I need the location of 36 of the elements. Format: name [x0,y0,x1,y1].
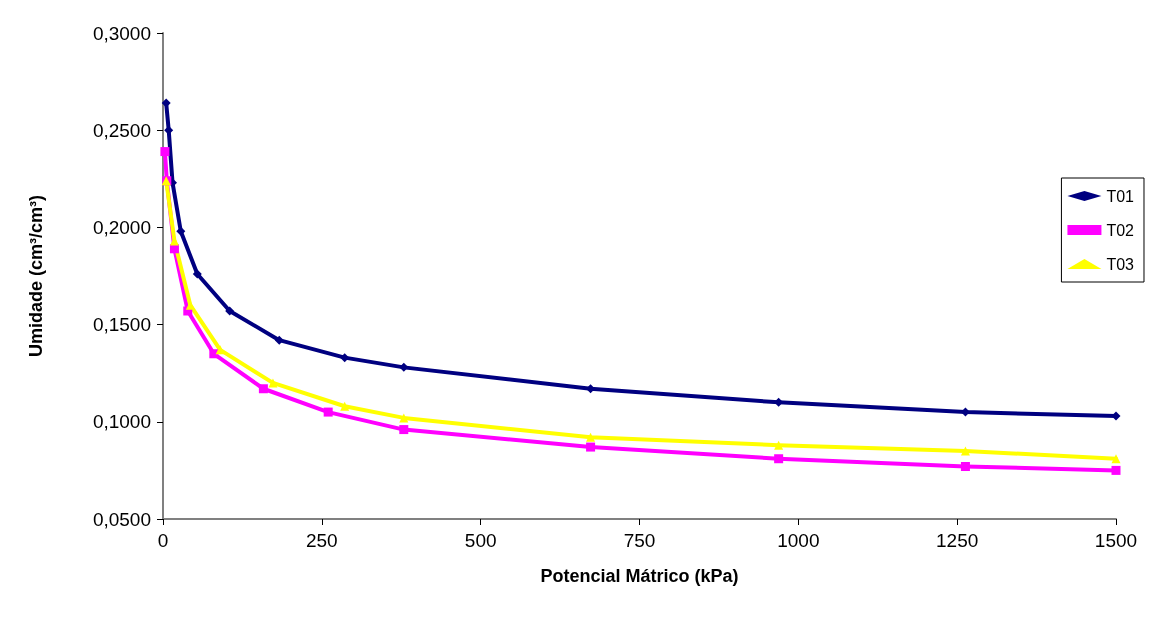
x-tick-label: 250 [305,530,338,551]
legend-label: T02 [1106,221,1135,239]
y-tick-label: 0,0500 [92,508,151,530]
point [274,335,284,345]
point [161,98,171,108]
legend-label: T01 [1106,187,1135,205]
x-axis-title: Potencial Mátrico (kPa) [540,566,739,586]
point [209,349,219,359]
point [192,269,202,279]
point [1111,454,1121,464]
point [774,440,784,450]
y-tick-label: 0,2000 [92,216,151,238]
x-tick-label: 500 [464,530,497,551]
x-tick-label: 750 [623,530,656,551]
point [586,442,596,452]
y-tick-label: 0,3000 [92,22,151,44]
point [340,401,350,411]
point [1111,465,1121,475]
y-axis-title: Umidade (cm³/cm³) [26,194,46,358]
y-tick-label: 0,2500 [92,119,151,141]
x-tick-label: 1000 [777,530,820,551]
point [225,306,235,316]
y-tick-label: 0,1500 [92,314,151,336]
x-tick-label: 0 [157,530,169,551]
y-tick-label: 0,1000 [92,411,151,433]
point [960,462,970,472]
point [340,353,350,363]
x-tick-label: 1250 [936,530,979,551]
legend-label: T03 [1106,255,1135,273]
point [399,425,409,435]
point [258,384,268,394]
point [774,454,784,464]
point [323,407,333,417]
point [160,147,170,157]
point [586,432,596,442]
x-tick-label: 1500 [1094,530,1138,551]
